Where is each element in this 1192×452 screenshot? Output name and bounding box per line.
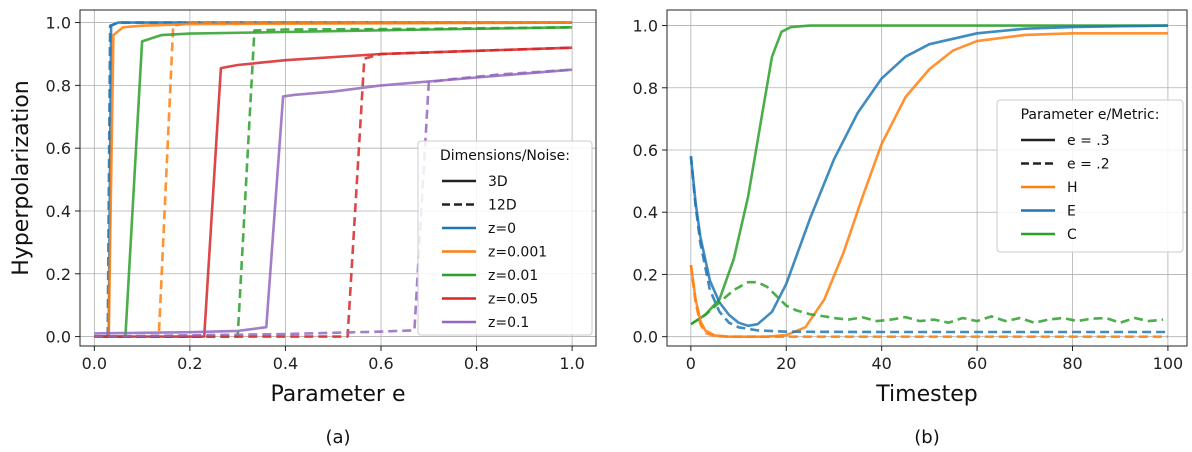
y-tick-label: 0.2 xyxy=(633,265,658,284)
panel-b-x-axis-label: Timestep xyxy=(875,382,977,407)
legend-entry-label: C xyxy=(1067,227,1077,243)
x-tick-label: 1.0 xyxy=(559,354,584,373)
legend-entry-label: z=0.05 xyxy=(488,292,538,308)
legend-entry-label: e = .2 xyxy=(1067,157,1110,173)
y-tick-label: 1.0 xyxy=(46,14,71,33)
legend-entry-label: H xyxy=(1067,180,1078,196)
y-tick-label: 1.0 xyxy=(633,17,658,36)
x-tick-label: 0.6 xyxy=(368,354,393,373)
panel-b-legend-title: Parameter e/Metric: xyxy=(1021,107,1160,123)
legend-entry-label: z=0.1 xyxy=(488,315,529,331)
panel-a-legend-title: Dimensions/Noise: xyxy=(440,148,570,164)
panel-a-caption: (a) xyxy=(325,427,350,448)
panel-a-x-axis-label: Parameter e xyxy=(271,382,406,407)
panel-a-legend: Dimensions/Noise: 3D 12D z=0 z=0.001 z=0.01 z… xyxy=(418,141,592,335)
x-tick-label: 0.2 xyxy=(177,354,202,373)
y-tick-label: 0.4 xyxy=(633,203,658,222)
y-tick-label: 0.4 xyxy=(46,202,71,221)
panel-b-caption: (b) xyxy=(914,427,939,448)
x-tick-label: 0 xyxy=(686,354,696,373)
y-tick-label: 0.0 xyxy=(633,328,658,347)
y-tick-label: 0.8 xyxy=(46,76,71,95)
legend-entry-label: e = .3 xyxy=(1067,133,1110,149)
y-tick-label: 0.6 xyxy=(633,141,658,160)
x-tick-label: 40 xyxy=(871,354,891,373)
y-tick-label: 0.2 xyxy=(46,265,71,284)
x-tick-label: 0.4 xyxy=(273,354,298,373)
x-tick-label: 20 xyxy=(776,354,796,373)
x-tick-label: 0.0 xyxy=(82,354,107,373)
y-tick-label: 0.8 xyxy=(633,79,658,98)
x-tick-label: 100 xyxy=(1153,354,1184,373)
x-tick-label: 0.8 xyxy=(464,354,489,373)
panel-b-legend: Parameter e/Metric: e = .3 e = .2 HEC xyxy=(997,100,1183,252)
y-tick-label: 0.0 xyxy=(46,328,71,347)
x-tick-label: 60 xyxy=(967,354,987,373)
legend-entry-label: 3D xyxy=(488,174,508,190)
legend-entry-label: z=0 xyxy=(488,221,516,237)
legend-entry-label: z=0.01 xyxy=(488,268,538,284)
x-tick-label: 80 xyxy=(1062,354,1082,373)
legend-entry-label: E xyxy=(1067,204,1076,220)
y-tick-label: 0.6 xyxy=(46,139,71,158)
panel-a-y-axis-label: Hyperpolarization xyxy=(9,80,34,275)
legend-entry-label: 12D xyxy=(488,198,517,214)
legend-entry-label: z=0.001 xyxy=(488,245,547,261)
